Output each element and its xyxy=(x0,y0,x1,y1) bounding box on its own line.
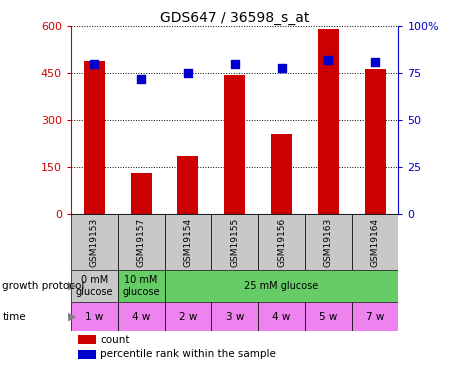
Bar xyxy=(131,173,152,214)
Text: ▶: ▶ xyxy=(68,312,76,322)
Point xyxy=(371,59,379,65)
Text: 1 w: 1 w xyxy=(85,312,104,322)
Text: ▶: ▶ xyxy=(68,281,76,291)
Bar xyxy=(258,302,305,332)
Text: 4 w: 4 w xyxy=(273,312,291,322)
Bar xyxy=(71,302,118,332)
Text: GSM19153: GSM19153 xyxy=(90,217,99,267)
Text: 25 mM glucose: 25 mM glucose xyxy=(245,281,319,291)
Bar xyxy=(77,350,96,359)
Bar xyxy=(77,335,96,344)
Bar xyxy=(305,214,352,270)
Text: 7 w: 7 w xyxy=(366,312,384,322)
Text: 2 w: 2 w xyxy=(179,312,197,322)
Bar xyxy=(71,270,118,302)
Point xyxy=(91,61,98,67)
Bar xyxy=(211,302,258,332)
Text: percentile rank within the sample: percentile rank within the sample xyxy=(100,350,276,359)
Text: GSM19155: GSM19155 xyxy=(230,217,239,267)
Text: 4 w: 4 w xyxy=(132,312,150,322)
Bar xyxy=(211,214,258,270)
Bar xyxy=(318,29,339,214)
Text: growth protocol: growth protocol xyxy=(2,281,85,291)
Point xyxy=(278,64,285,70)
Bar xyxy=(118,302,164,332)
Text: GSM19157: GSM19157 xyxy=(136,217,146,267)
Text: time: time xyxy=(2,312,26,322)
Text: GSM19164: GSM19164 xyxy=(371,217,380,267)
Bar xyxy=(84,61,105,214)
Text: 0 mM
glucose: 0 mM glucose xyxy=(76,275,113,297)
Point xyxy=(184,70,191,76)
Text: GSM19154: GSM19154 xyxy=(184,217,192,267)
Bar xyxy=(177,156,198,214)
Point xyxy=(325,57,332,63)
Bar xyxy=(305,302,352,332)
Title: GDS647 / 36598_s_at: GDS647 / 36598_s_at xyxy=(160,11,310,25)
Bar xyxy=(164,214,211,270)
Point xyxy=(137,76,145,82)
Bar xyxy=(271,134,292,214)
Bar xyxy=(365,69,386,214)
Text: count: count xyxy=(100,335,130,345)
Bar xyxy=(164,270,398,302)
Bar xyxy=(118,214,164,270)
Text: GSM19163: GSM19163 xyxy=(324,217,333,267)
Text: 3 w: 3 w xyxy=(225,312,244,322)
Text: GSM19156: GSM19156 xyxy=(277,217,286,267)
Text: 10 mM
glucose: 10 mM glucose xyxy=(122,275,160,297)
Text: 5 w: 5 w xyxy=(319,312,338,322)
Bar xyxy=(352,214,398,270)
Bar xyxy=(71,214,118,270)
Bar xyxy=(224,75,245,214)
Point xyxy=(231,61,238,67)
Bar xyxy=(352,302,398,332)
Bar xyxy=(164,302,211,332)
Bar xyxy=(118,270,164,302)
Bar xyxy=(258,214,305,270)
